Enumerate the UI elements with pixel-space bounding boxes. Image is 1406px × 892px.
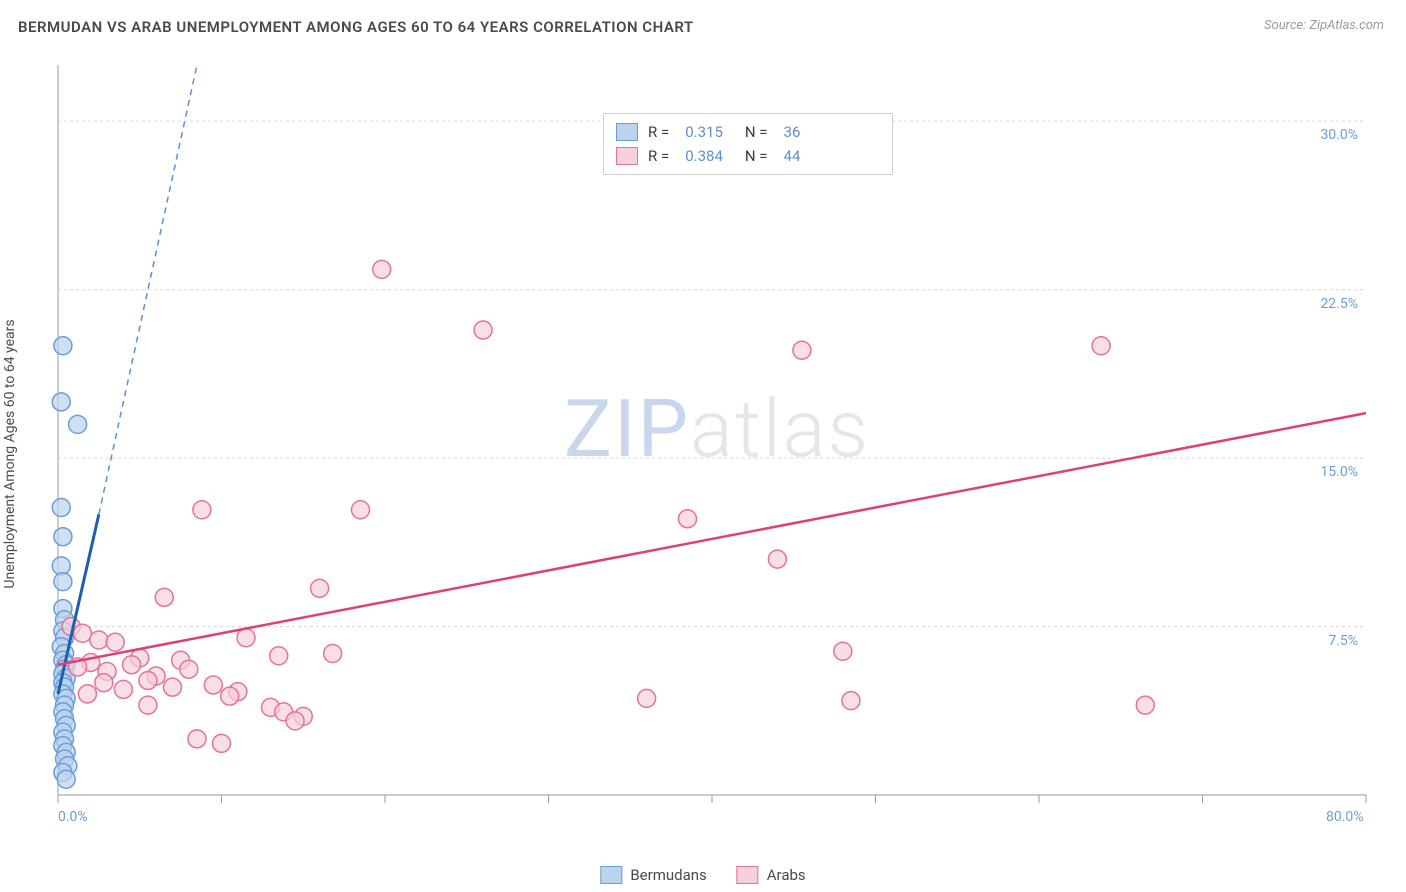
data-point (311, 579, 329, 597)
data-point (204, 676, 222, 694)
data-point (123, 656, 141, 674)
data-point (163, 678, 181, 696)
y-tick-label: 22.5% (1320, 296, 1358, 312)
data-point (155, 588, 173, 606)
y-tick-label: 30.0% (1320, 127, 1358, 143)
data-point (52, 393, 70, 411)
data-point (1136, 696, 1154, 714)
data-point (54, 528, 72, 546)
data-point (139, 696, 157, 714)
data-point (834, 642, 852, 660)
data-point (213, 734, 231, 752)
data-point (52, 498, 70, 516)
n-label: N = (745, 147, 768, 165)
legend-swatch (616, 147, 638, 165)
data-point (1092, 337, 1110, 355)
data-point (793, 341, 811, 359)
n-label: N = (745, 123, 768, 141)
data-point (270, 647, 288, 665)
data-point (54, 573, 72, 591)
n-value: 44 (784, 147, 801, 165)
r-value: 0.384 (685, 147, 723, 165)
data-point (351, 501, 369, 519)
data-point (474, 321, 492, 339)
data-point (54, 337, 72, 355)
r-label: R = (648, 147, 669, 165)
data-point (188, 730, 206, 748)
chart-title: BERMUDAN VS ARAB UNEMPLOYMENT AMONG AGES… (18, 18, 1388, 36)
data-point (193, 501, 211, 519)
data-point (638, 689, 656, 707)
source-attribution: Source: ZipAtlas.com (1264, 18, 1384, 33)
data-point (69, 415, 87, 433)
series-legend: Bermudans Arabs (600, 866, 805, 884)
data-point (78, 685, 96, 703)
r-label: R = (648, 123, 669, 141)
legend-series-item: Bermudans (600, 866, 706, 884)
y-tick-label: 7.5% (1328, 633, 1358, 649)
data-point (678, 510, 696, 528)
x-tick-label: 0.0% (58, 809, 88, 825)
legend-series-item: Arabs (737, 866, 806, 884)
n-value: 36 (784, 123, 801, 141)
data-point (237, 629, 255, 647)
legend-swatch (600, 866, 622, 884)
legend-label: Bermudans (630, 866, 706, 884)
r-value: 0.315 (685, 123, 723, 141)
data-point (221, 687, 239, 705)
data-point (57, 770, 75, 788)
y-tick-label: 15.0% (1320, 464, 1358, 480)
data-point (768, 550, 786, 568)
legend-label: Arabs (767, 866, 806, 884)
legend-stat-row: R = 0.384 N = 44 (616, 144, 880, 168)
chart-area: ZIPatlas R = 0.315 N = 36 R = 0.384 N = … (48, 55, 1386, 835)
data-point (74, 624, 92, 642)
data-point (90, 631, 108, 649)
y-axis-label: Unemployment Among Ages 60 to 64 years (2, 319, 18, 588)
data-point (324, 644, 342, 662)
legend-swatch (616, 123, 638, 141)
data-point (139, 671, 157, 689)
data-point (106, 633, 124, 651)
correlation-legend: R = 0.315 N = 36 R = 0.384 N = 44 (603, 113, 893, 175)
data-point (95, 674, 113, 692)
x-tick-label: 80.0% (1326, 809, 1364, 825)
legend-swatch (737, 866, 759, 884)
data-point (373, 260, 391, 278)
data-point (180, 660, 198, 678)
data-point (842, 692, 860, 710)
data-point (114, 680, 132, 698)
data-point (286, 712, 304, 730)
legend-stat-row: R = 0.315 N = 36 (616, 120, 880, 144)
